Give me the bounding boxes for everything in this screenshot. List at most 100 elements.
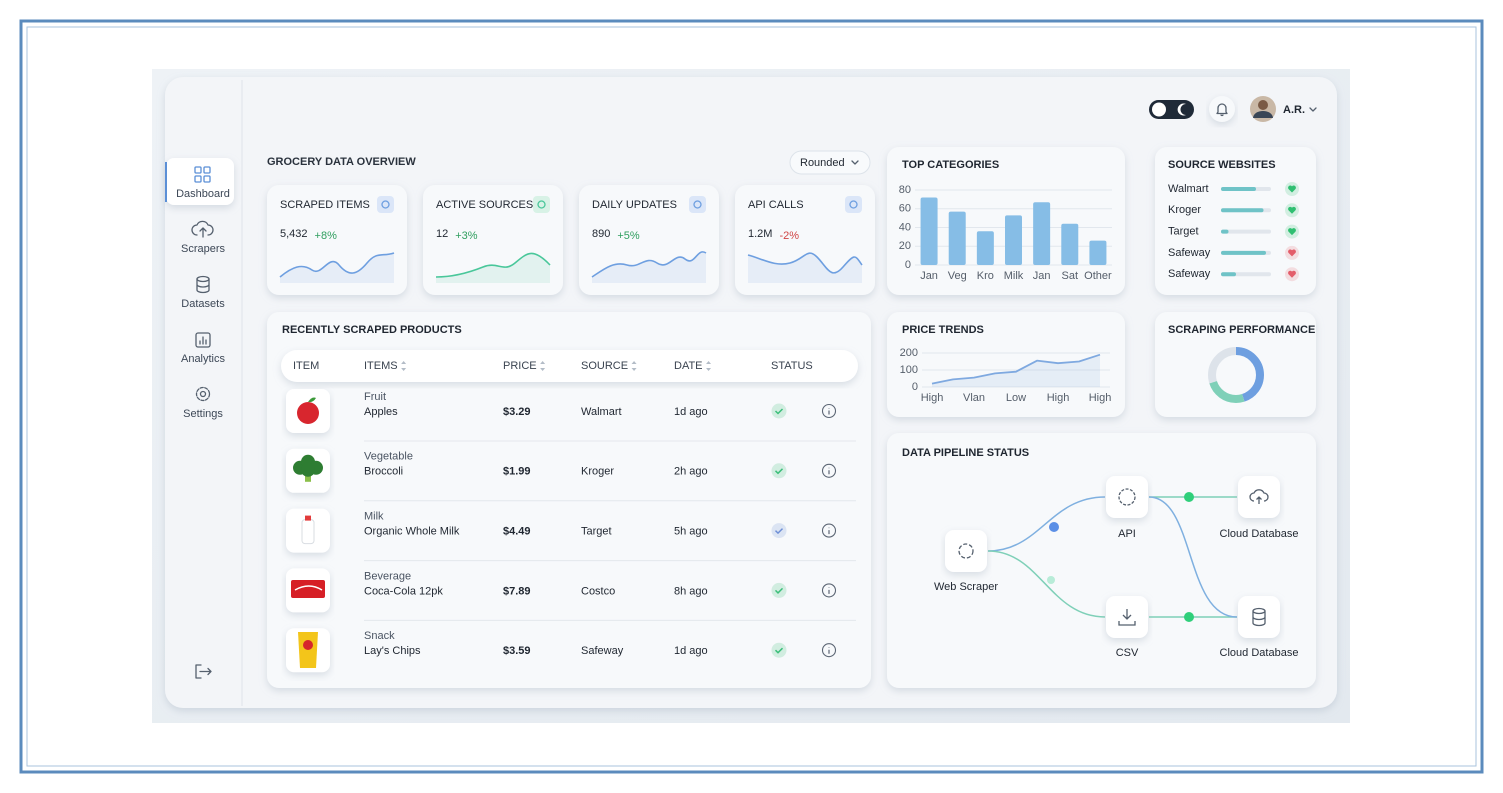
product-name: Coca-Cola 12pk <box>364 585 443 597</box>
progress-bar <box>1221 250 1266 255</box>
sparkline-area <box>280 253 394 283</box>
progress-track <box>1221 229 1271 234</box>
info-button[interactable] <box>821 643 837 658</box>
bottle <box>301 519 315 545</box>
nav-label[interactable]: Datasets <box>181 298 225 310</box>
x-tick-label: Low <box>1006 392 1026 404</box>
pipeline-dot <box>1184 492 1194 502</box>
info-button[interactable] <box>821 463 837 478</box>
bar <box>1033 202 1051 265</box>
progress-bar <box>1221 272 1236 277</box>
stat-icon-glyph <box>849 200 858 209</box>
logout-icon[interactable] <box>195 664 212 679</box>
stat-value: 1.2M <box>748 228 772 240</box>
dropdown-caret <box>851 160 859 165</box>
nav-label[interactable]: Dashboard <box>176 188 230 200</box>
product-image <box>301 515 315 545</box>
bar <box>976 231 994 265</box>
info-button[interactable] <box>821 583 837 598</box>
status-check <box>774 528 784 535</box>
bar <box>1005 215 1022 265</box>
moon-icon <box>1177 103 1186 116</box>
nav-label[interactable]: Scrapers <box>181 243 226 255</box>
source-name: Target <box>1168 226 1199 238</box>
section-title: GROCERY DATA OVERVIEW <box>267 156 416 168</box>
stat-label: DAILY UPDATES <box>592 199 677 211</box>
swoosh <box>294 585 323 591</box>
product-category: Beverage <box>364 570 411 582</box>
sparkline-line <box>747 252 863 274</box>
product-image <box>298 632 318 668</box>
stat-icon-glyph <box>537 200 546 209</box>
progress-bar <box>1221 229 1229 234</box>
product-price: $1.99 <box>503 466 531 478</box>
view-value[interactable]: Rounded <box>800 157 845 169</box>
dashboard-icon <box>194 166 211 183</box>
pipeline-dot <box>1049 522 1059 532</box>
column-header: PRICE <box>503 360 537 372</box>
bar <box>1089 240 1107 265</box>
pipeline-label: Cloud Database <box>1220 647 1299 659</box>
info-button[interactable] <box>821 403 837 419</box>
status-heart <box>1288 185 1296 193</box>
user-name[interactable]: A.R. <box>1283 104 1305 116</box>
card <box>887 312 1125 417</box>
source-name: Safeway <box>1168 268 1211 280</box>
table-header <box>281 350 858 382</box>
product-source: Costco <box>581 585 615 597</box>
product-date: 1d ago <box>674 406 708 418</box>
api-glyph <box>1118 488 1136 506</box>
product-date: 5h ago <box>674 526 708 538</box>
column-header: ITEMS <box>364 360 398 372</box>
stat-label: API CALLS <box>748 199 804 211</box>
sparkline-line <box>435 252 551 278</box>
x-tick-label: Milk <box>1004 270 1024 282</box>
donut-segment <box>1208 347 1264 403</box>
product-price: $3.59 <box>503 645 531 657</box>
product-source: Kroger <box>581 466 614 478</box>
toggle-knob <box>1152 102 1166 117</box>
view-dropdown[interactable] <box>789 150 871 175</box>
x-tick-label: High <box>921 392 944 404</box>
sort-icon <box>631 361 637 371</box>
product-date: 1d ago <box>674 645 708 657</box>
product-name: Lay's Chips <box>364 645 421 657</box>
status-badge <box>771 463 787 479</box>
product-name: Broccoli <box>364 466 403 478</box>
status-heart <box>1288 270 1296 278</box>
x-tick-label: Sat <box>1062 270 1079 282</box>
status-check <box>774 587 784 594</box>
stat-value: 12 <box>436 228 448 240</box>
sparkline-area <box>436 253 550 283</box>
nav-label[interactable]: Analytics <box>181 353 226 365</box>
status-heart <box>1288 228 1296 236</box>
pipeline-node <box>1238 596 1280 638</box>
nav-label[interactable]: Settings <box>183 408 223 420</box>
stat-label: ACTIVE SOURCES <box>436 199 533 211</box>
db-glyph <box>1252 607 1266 627</box>
status-badge <box>771 582 787 598</box>
active-indicator <box>165 162 167 202</box>
x-tick-label: Jan <box>920 270 938 282</box>
info-button[interactable] <box>821 523 837 538</box>
product-name: Apples <box>364 406 398 418</box>
product-image <box>291 580 325 598</box>
stat-icon <box>845 196 862 213</box>
apple-leaf <box>308 397 316 403</box>
cloud-glyph <box>1249 489 1269 504</box>
avatar-body <box>1253 111 1273 118</box>
product-price: $4.49 <box>503 526 531 538</box>
scraper-glyph <box>958 543 974 559</box>
frame-inner <box>26 26 1477 767</box>
status-badge <box>771 403 787 419</box>
donut-segment <box>1208 347 1264 403</box>
bell-button[interactable] <box>1209 96 1235 122</box>
bar <box>948 211 966 265</box>
status-heart <box>1288 206 1296 214</box>
pipeline-connectors <box>987 496 1238 618</box>
product-price: $7.89 <box>503 585 531 597</box>
progress-bar <box>1221 187 1256 191</box>
card-title: TOP CATEGORIES <box>902 159 999 171</box>
pipeline-node <box>1106 476 1148 518</box>
progress-bar <box>1221 208 1264 213</box>
